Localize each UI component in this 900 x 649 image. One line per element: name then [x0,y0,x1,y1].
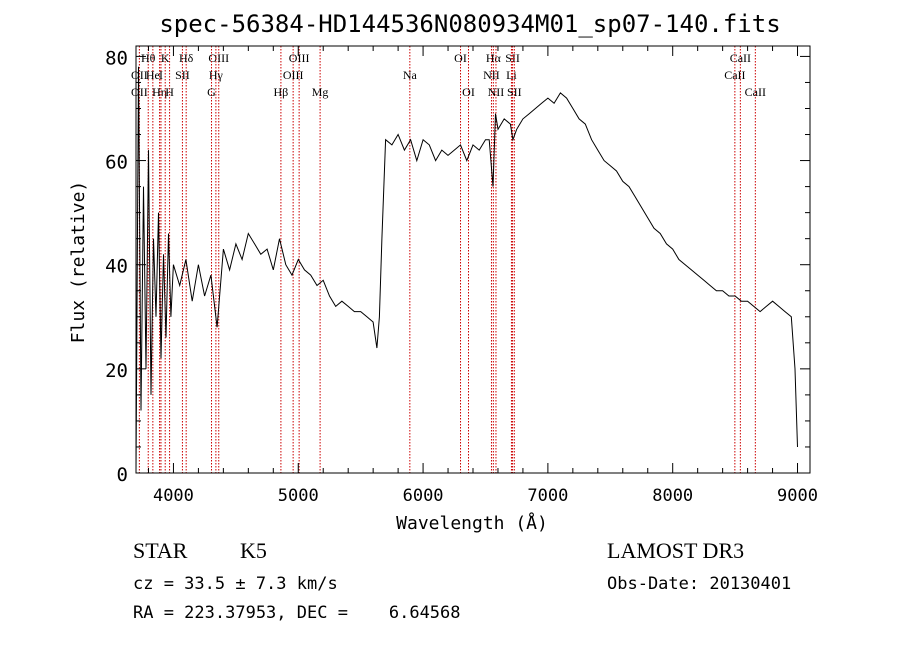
line-label: CaII [745,85,766,99]
line-label: G [207,85,216,99]
subclass-label: K5 [240,538,267,563]
obs-date-label: Obs-Date: 20130401 [607,574,792,594]
line-label: Hθ [141,51,156,65]
y-tick-label: 0 [117,464,128,486]
object-class-label: STAR [133,538,188,563]
line-label: CaII [730,51,751,65]
y-tick-label: 40 [105,256,128,278]
x-tick-label: 6000 [403,486,444,506]
line-label: OI [454,51,467,65]
line-label: SII [507,85,522,99]
line-label: SII [175,68,190,82]
line-label: NII [483,68,500,82]
line-label: K [161,51,170,65]
line-label: I [159,68,163,82]
line-label: OIII [283,68,304,82]
line-label: SII [505,51,520,65]
line-label: Li [506,68,517,82]
line-label: CaII [724,68,745,82]
line-label: H [165,85,174,99]
x-tick-label: 9000 [777,486,818,506]
y-axis-ticks: 0 20 40 60 80 [105,47,810,486]
line-label: Na [403,68,418,82]
x-tick-label: 7000 [527,486,568,506]
y-tick-label: 80 [105,47,128,69]
line-label: Mg [312,85,329,99]
line-label: OIII [208,51,229,65]
x-axis-label: Wavelength (Å) [396,512,548,534]
y-tick-label: 20 [105,360,128,382]
line-label: Hα [486,51,502,65]
x-tick-label: 8000 [652,486,693,506]
chart-title: spec-56384-HD144536N080934M01_sp07-140.f… [159,10,780,38]
y-tick-label: 60 [105,152,128,174]
line-label: OII [131,68,148,82]
spectrum-line [135,66,798,474]
line-label: Hη [152,85,167,99]
line-label: Hβ [274,85,289,99]
line-label: OII [131,85,148,99]
plot-frame [135,45,811,474]
coordinates-label: RA = 223.37953, DEC = 6.64568 [133,603,461,623]
line-label: OIII [289,51,310,65]
line-label: Hδ [179,51,194,65]
x-tick-label: 5000 [278,486,319,506]
line-label: NII [488,85,505,99]
line-label: He [146,68,160,82]
survey-label: LAMOST DR3 [607,538,745,563]
y-axis-label: Flux (relative) [68,181,89,344]
x-tick-label: 4000 [153,486,194,506]
x-axis-ticks: 4000 5000 6000 7000 8000 9000 [147,46,818,506]
redshift-label: cz = 33.5 ± 7.3 km/s [133,574,338,594]
line-label: Hγ [209,68,224,82]
line-label: OI [462,85,475,99]
